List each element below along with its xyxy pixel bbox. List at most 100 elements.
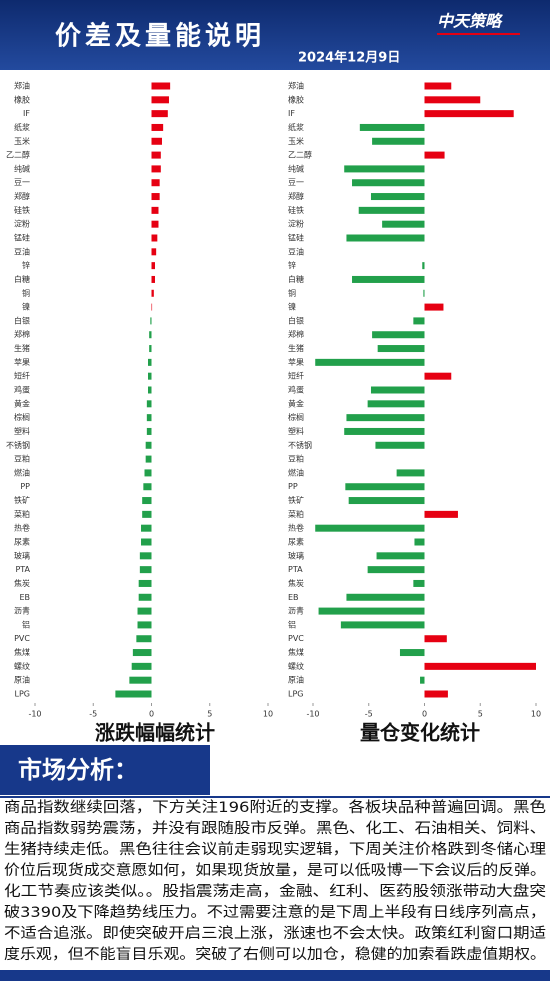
bar xyxy=(376,552,425,560)
bar xyxy=(132,649,152,657)
category-label: 豆油 xyxy=(14,246,30,256)
category-label: 铜 xyxy=(288,288,296,298)
category-label: 玉米 xyxy=(288,136,304,146)
category-label: 铝 xyxy=(288,619,296,629)
chart-title: 涨跌幅幅统计 xyxy=(95,721,215,745)
bar xyxy=(146,400,152,408)
bar xyxy=(148,386,152,394)
bar xyxy=(151,248,157,256)
bar xyxy=(115,690,152,698)
category-label: 不锈钢 xyxy=(288,440,312,450)
category-label: IF xyxy=(23,109,30,118)
category-label: 豆粕 xyxy=(14,454,30,464)
bar xyxy=(145,441,152,449)
bar xyxy=(424,690,448,698)
category-label: 淀粉 xyxy=(14,219,30,229)
bar xyxy=(142,510,152,518)
bar xyxy=(137,607,152,615)
category-label: 沥青 xyxy=(288,606,304,616)
category-label: 淀粉 xyxy=(288,219,304,229)
bar xyxy=(150,317,152,325)
bar xyxy=(420,676,425,684)
category-label: 郑油 xyxy=(14,81,30,91)
bar xyxy=(136,635,152,643)
category-label: 锌 xyxy=(288,260,296,270)
bar xyxy=(370,386,425,394)
category-label: 菜粕 xyxy=(288,509,304,519)
bar xyxy=(315,358,425,366)
x-tick-label: -10 xyxy=(28,710,41,719)
bar xyxy=(358,206,425,214)
bar xyxy=(348,497,425,505)
category-label: 乙二醇 xyxy=(6,150,30,160)
bar xyxy=(143,483,152,491)
category-label: 原油 xyxy=(14,675,30,685)
analysis-line: 价位后现货成交意愿如何，如果现货放量，是可以低吸博一下会议后的反弹。 xyxy=(4,861,546,879)
bar xyxy=(151,262,155,270)
bar xyxy=(424,372,452,380)
bar xyxy=(148,372,152,380)
category-label: EB xyxy=(288,593,299,602)
bar xyxy=(151,123,164,131)
bar xyxy=(141,524,152,532)
analysis-line: 商品指数弱势震荡，并没有跟随股市反弹。黑色、化工、石油相关、饲料、 xyxy=(4,820,546,837)
category-label: 纯碱 xyxy=(288,163,304,173)
bar xyxy=(413,579,425,587)
bar xyxy=(372,137,425,145)
bar xyxy=(146,427,152,435)
category-label: 沥青 xyxy=(14,606,30,616)
category-label: 玉米 xyxy=(14,136,30,146)
bar xyxy=(346,414,425,422)
bar xyxy=(151,137,162,145)
x-tick-label: 5 xyxy=(207,710,212,719)
bar xyxy=(424,510,458,518)
category-label: LPG xyxy=(15,690,30,699)
category-label: 纸浆 xyxy=(288,122,304,132)
category-label: 豆粕 xyxy=(288,454,304,464)
category-label: 橡胶 xyxy=(14,94,30,104)
bar xyxy=(151,303,153,311)
category-label: 螺纹 xyxy=(14,661,30,671)
bar xyxy=(352,275,425,283)
bar xyxy=(151,82,171,90)
category-label: 锰硅 xyxy=(288,233,304,243)
footer-band xyxy=(0,970,550,981)
bar xyxy=(423,289,425,297)
bar xyxy=(422,262,425,270)
category-label: PTA xyxy=(15,565,30,574)
category-label: 鸡蛋 xyxy=(288,385,304,395)
bar xyxy=(151,179,160,187)
category-label: 郑棉 xyxy=(14,329,30,339)
bar xyxy=(424,303,444,311)
bar xyxy=(146,414,152,422)
bar xyxy=(145,455,152,463)
bar xyxy=(151,206,159,214)
bar xyxy=(144,469,152,477)
category-label: 硅铁 xyxy=(14,205,30,215)
bar xyxy=(424,96,481,104)
category-label: PP xyxy=(20,482,30,491)
category-label: 铁矿 xyxy=(288,495,304,505)
analysis-line: 不适合追涨。即使突破开启三浪上涨，涨速也不会太快。政策红利窗口期适 xyxy=(4,924,546,942)
category-label: 白糖 xyxy=(288,274,304,284)
category-label: 棕榈 xyxy=(14,412,30,422)
category-label: IF xyxy=(288,109,295,118)
analysis-line: 生猪持续走低。黑色往往会议前走弱现实逻辑，下周关注价格跌到冬储心理 xyxy=(4,841,547,858)
bar xyxy=(344,165,425,173)
bar xyxy=(151,275,155,283)
bar xyxy=(151,165,161,173)
category-label: 鸡蛋 xyxy=(14,385,30,395)
category-label: 郑醇 xyxy=(288,191,304,201)
category-label: 苹果 xyxy=(288,357,304,367)
bar xyxy=(139,552,152,560)
bar xyxy=(413,317,425,325)
category-label: 短纤 xyxy=(288,371,304,381)
bar xyxy=(137,621,152,629)
bar xyxy=(370,193,425,201)
bar xyxy=(367,566,425,574)
bar xyxy=(148,358,152,366)
bar xyxy=(424,82,452,90)
category-label: 焦煤 xyxy=(288,647,304,657)
bar xyxy=(340,621,425,629)
category-label: 硅铁 xyxy=(288,205,304,215)
